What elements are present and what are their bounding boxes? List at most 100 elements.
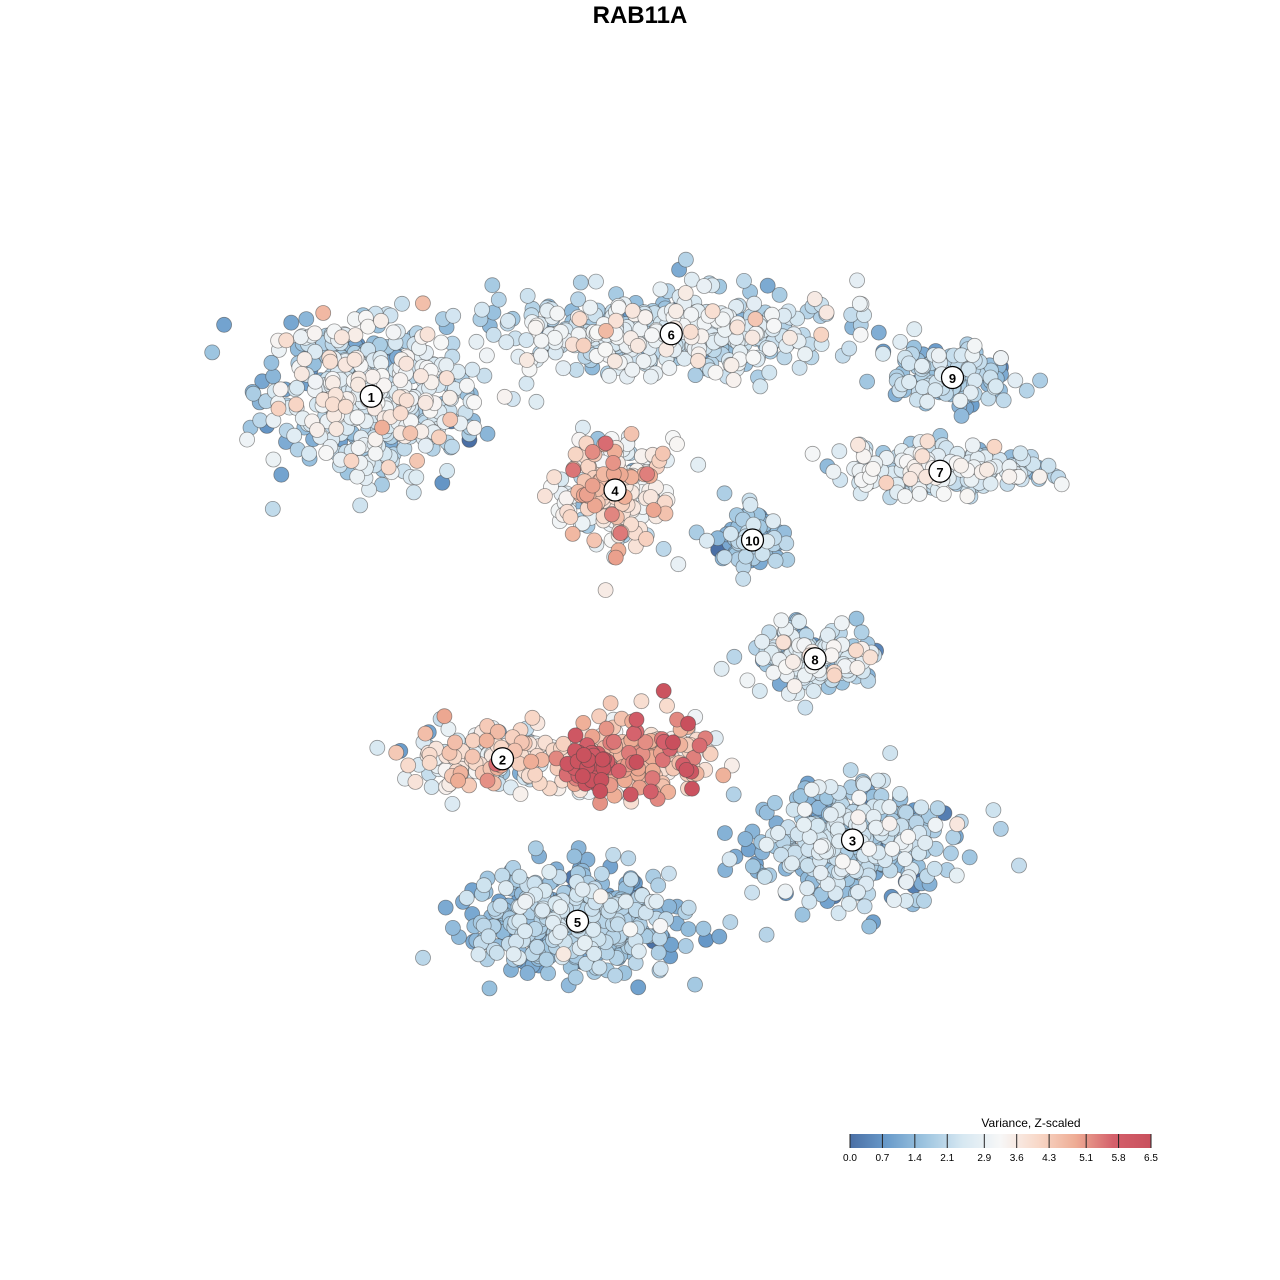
cell-point — [278, 332, 295, 349]
cell-point — [715, 767, 732, 784]
cell-point — [1001, 468, 1018, 485]
cell-point — [630, 979, 647, 996]
cell-point — [935, 485, 952, 502]
cell-point — [736, 272, 752, 289]
cell-point — [850, 884, 866, 900]
cluster-label-2: 2 — [490, 747, 515, 771]
cell-point — [906, 321, 923, 338]
cell-point — [745, 349, 762, 366]
cell-point — [639, 466, 655, 482]
cell-point — [350, 439, 367, 456]
cell-point — [655, 541, 672, 557]
cell-point — [848, 642, 864, 659]
cell-point — [892, 786, 908, 802]
cell-point — [927, 817, 944, 833]
cell-point — [842, 762, 859, 778]
cell-point — [612, 525, 629, 542]
cell-point — [421, 754, 438, 771]
color-legend: Variance, Z-scaled 0.0 0.7 1.4 2.1 2.9 3.6 4.3… — [843, 1116, 1158, 1164]
cell-point — [886, 892, 902, 908]
cell-point — [1053, 476, 1070, 493]
cell-point — [992, 821, 1009, 837]
cell-point — [744, 884, 760, 901]
cell-point — [298, 311, 315, 328]
cell-point — [644, 327, 660, 344]
cell-point — [537, 488, 553, 504]
chart-title: RAB11A — [592, 2, 688, 29]
cell-point — [777, 883, 794, 900]
cell-point — [722, 914, 739, 930]
cell-point — [742, 496, 759, 513]
cell-point — [458, 890, 475, 906]
cell-point — [797, 346, 813, 363]
cell-point — [791, 359, 808, 376]
cell-point — [388, 744, 405, 761]
cell-point — [919, 433, 936, 450]
cell-point — [409, 452, 426, 469]
cell-point — [597, 435, 614, 452]
cell-point — [953, 457, 969, 474]
cell-point — [414, 295, 431, 312]
cell-point — [571, 311, 588, 327]
cluster-labels: 1 2 3 4 5 6 7 8 9 10 — [359, 322, 965, 933]
cell-point — [669, 436, 685, 453]
cell-point — [586, 945, 603, 962]
cell-point — [400, 757, 417, 774]
cell-point — [945, 829, 962, 846]
cell-point — [450, 772, 467, 789]
cell-point — [398, 392, 415, 409]
cell-point — [849, 272, 865, 289]
cell-point — [819, 876, 836, 893]
cell-point — [606, 733, 622, 750]
cell-point — [786, 678, 803, 695]
cell-point — [747, 311, 764, 328]
cell-point — [630, 943, 647, 960]
cell-point — [902, 470, 919, 487]
cell-point — [601, 367, 618, 384]
cell-point — [911, 485, 928, 502]
cell-point — [505, 946, 522, 963]
cell-point — [412, 368, 429, 385]
cell-point — [423, 779, 440, 795]
cluster-label-marker — [740, 528, 765, 552]
cell-point — [645, 502, 662, 518]
cell-point — [870, 324, 887, 341]
cell-point — [570, 291, 586, 308]
cell-point — [468, 333, 485, 350]
cell-point — [892, 333, 909, 350]
cell-point — [865, 460, 881, 477]
cell-point — [350, 376, 367, 393]
cell-point — [637, 309, 654, 326]
cell-point — [623, 871, 639, 888]
legend-tick-label: 0.0 — [843, 1153, 857, 1164]
cell-point — [654, 752, 671, 768]
cell-point — [721, 851, 738, 868]
cell-point — [270, 400, 287, 417]
cell-point — [500, 312, 517, 329]
cell-point — [476, 877, 492, 894]
cell-point — [805, 683, 822, 699]
cell-point — [834, 853, 851, 870]
cell-point — [264, 500, 281, 517]
cell-point — [373, 312, 389, 329]
cell-point — [739, 672, 756, 689]
cell-point — [604, 506, 620, 523]
cell-point — [696, 278, 713, 294]
legend-tick-label: 3.6 — [1010, 1153, 1024, 1164]
cell-point — [349, 409, 366, 426]
cell-point — [775, 634, 792, 651]
cell-point — [652, 281, 669, 298]
cell-point — [1032, 372, 1048, 389]
legend-tick-label: 2.9 — [977, 1153, 991, 1164]
cell-point — [949, 816, 966, 833]
cell-point — [831, 443, 848, 460]
cell-point — [239, 431, 256, 448]
cell-point — [952, 392, 969, 409]
cluster-label-10: 10 — [740, 528, 765, 552]
cell-point — [919, 393, 936, 410]
cell-point — [594, 751, 611, 768]
cluster-label-marker — [603, 478, 627, 502]
cell-point — [729, 319, 746, 336]
cell-point — [850, 809, 867, 826]
